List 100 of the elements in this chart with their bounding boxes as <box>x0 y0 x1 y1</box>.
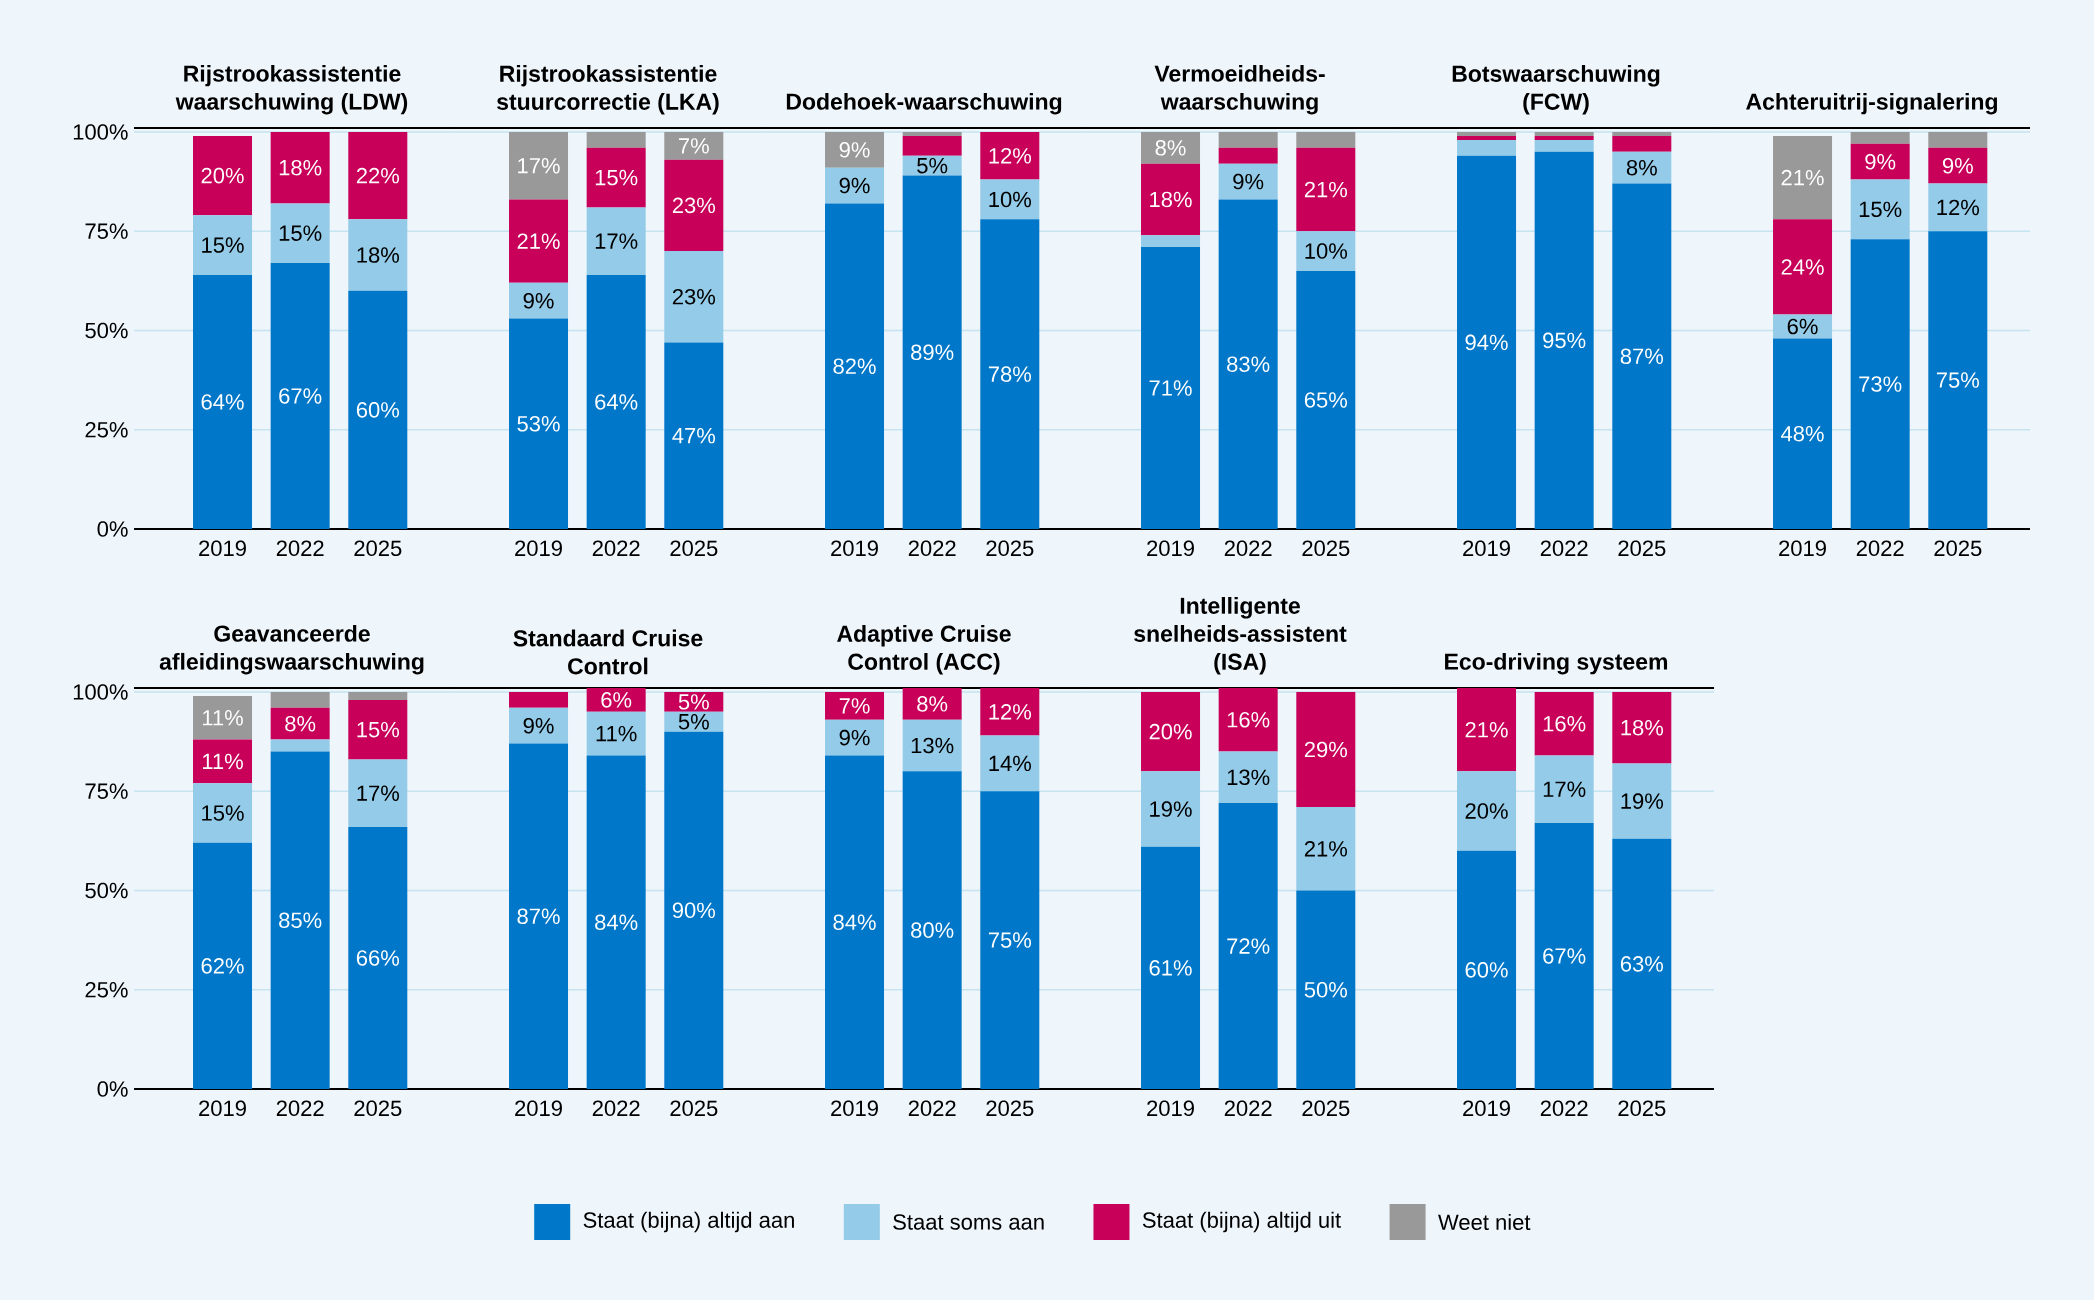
data-label: 5% <box>678 694 709 710</box>
bar <box>193 135 253 216</box>
bar <box>348 826 408 1089</box>
bar <box>1141 131 1201 164</box>
bar <box>348 691 408 700</box>
bar <box>1534 139 1594 152</box>
data-label: 9% <box>1233 173 1264 190</box>
bar <box>1218 199 1278 529</box>
data-label: 80% <box>911 922 954 938</box>
legend-label: Staat (bijna) altijd uit <box>1142 1211 1341 1233</box>
y-tick-label: 75% <box>85 223 128 239</box>
bar <box>1457 687 1517 772</box>
x-tick-label: 2022 <box>908 540 956 557</box>
data-label: 18% <box>357 247 400 263</box>
data-label: 5% <box>678 713 709 730</box>
data-label: 15% <box>595 169 638 186</box>
data-label: 64% <box>595 394 638 410</box>
bar <box>586 687 646 712</box>
y-tick-label: 0% <box>97 521 128 537</box>
x-tick-label: 2022 <box>592 1100 640 1117</box>
bar <box>1773 135 1833 220</box>
data-label: 95% <box>1543 332 1586 349</box>
data-label: 9% <box>839 177 870 194</box>
chart-title: Rijstrookassistentie waarschuwing (LDW) <box>175 64 408 115</box>
data-label: 18% <box>1150 191 1192 208</box>
data-label: 87% <box>1620 348 1664 365</box>
bar <box>348 699 408 760</box>
bar <box>586 207 646 275</box>
data-label: 73% <box>1859 376 1902 392</box>
data-label: 17% <box>357 785 400 801</box>
bar <box>1457 135 1517 140</box>
data-label: 21% <box>1304 841 1348 857</box>
bar <box>902 131 962 136</box>
data-label: 84% <box>833 914 876 931</box>
data-label: 23% <box>672 288 716 305</box>
data-label: 83% <box>1227 356 1270 373</box>
x-tick-label: 2019 <box>831 540 878 557</box>
x-tick-label: 2022 <box>276 1100 324 1117</box>
bar <box>1218 131 1278 148</box>
bar <box>980 219 1040 529</box>
bar <box>1928 131 1988 148</box>
bar <box>270 707 330 740</box>
bar <box>664 131 724 160</box>
y-tick-label: 50% <box>85 322 128 339</box>
bar <box>1850 131 1910 144</box>
bar <box>664 342 724 529</box>
bar <box>270 751 330 1089</box>
data-label: 75% <box>1936 372 1980 388</box>
bar <box>193 274 253 529</box>
data-label: 65% <box>1304 392 1348 408</box>
data-label: 7% <box>679 138 709 154</box>
x-tick-label: 2025 <box>986 1100 1034 1117</box>
x-tick-label: 2022 <box>1540 1100 1588 1117</box>
x-tick-label: 2025 <box>354 540 402 557</box>
bar <box>509 282 569 319</box>
x-tick-label: 2025 <box>986 540 1034 557</box>
x-tick-label: 2019 <box>831 1100 878 1117</box>
bar <box>980 131 1040 180</box>
bar <box>1141 771 1201 847</box>
data-label: 9% <box>839 729 870 746</box>
data-label: 13% <box>1227 769 1270 786</box>
data-label: 8% <box>1626 159 1657 176</box>
data-label: 13% <box>911 737 954 754</box>
bar <box>1141 691 1201 772</box>
chart-title: Eco-driving systeem <box>1445 652 1668 675</box>
data-label: 17% <box>518 158 560 174</box>
bar <box>193 739 253 784</box>
data-label: 66% <box>356 950 400 966</box>
data-label: 21% <box>1781 169 1824 186</box>
chart-title: Achteruitrij-signalering <box>1746 92 1997 115</box>
data-label: 8% <box>285 715 316 732</box>
bar <box>270 131 330 204</box>
bar <box>586 147 646 208</box>
bar <box>348 131 408 220</box>
bar <box>1141 163 1201 236</box>
x-tick-label: 2025 <box>670 540 718 557</box>
bar <box>193 695 253 740</box>
bar <box>1850 179 1910 240</box>
chart-title: Dodehoek-waarschuwing <box>786 92 1062 115</box>
bar <box>270 203 330 263</box>
data-label: 11% <box>203 753 243 770</box>
bar <box>1928 183 1988 232</box>
data-label: 60% <box>356 402 400 418</box>
x-tick-label: 2019 <box>1147 540 1194 557</box>
x-tick-label: 2019 <box>199 540 246 557</box>
data-label: 9% <box>523 717 554 734</box>
x-tick-label: 2022 <box>276 540 324 557</box>
chart-title: Geavanceerde afleidingswaarschuwing <box>159 624 424 675</box>
data-label: 47% <box>672 427 716 444</box>
data-label: 11% <box>203 710 243 726</box>
data-label: 62% <box>201 958 244 974</box>
data-label: 10% <box>989 191 1032 208</box>
bar <box>1218 687 1278 752</box>
bar <box>1612 838 1672 1089</box>
x-tick-label: 2022 <box>592 540 640 557</box>
bar <box>1612 763 1672 839</box>
bar <box>902 771 962 1089</box>
data-label: 67% <box>279 388 322 404</box>
data-label: 60% <box>1465 962 1508 978</box>
bar <box>509 131 569 200</box>
